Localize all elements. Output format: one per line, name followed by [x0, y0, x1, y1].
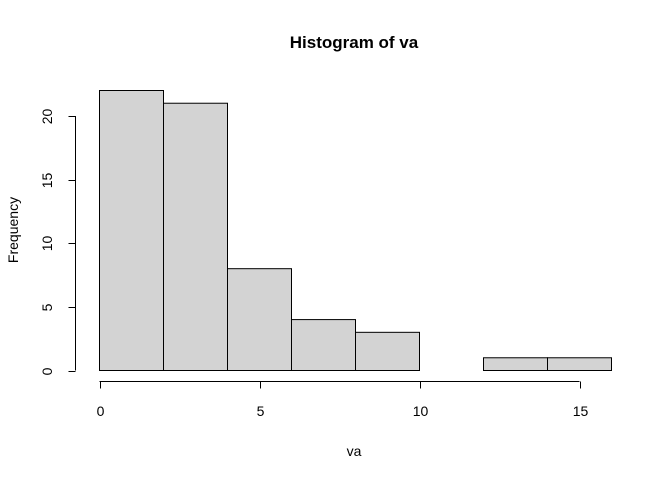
- y-tick-label: 15: [39, 173, 55, 189]
- histogram-bar: [227, 268, 292, 372]
- x-tick-label: 5: [257, 403, 265, 419]
- chart-title: Histogram of va: [290, 33, 419, 52]
- histogram-bar: [163, 102, 228, 372]
- y-axis: 0 5 10 15 20: [39, 109, 76, 375]
- histogram-bar: [291, 319, 356, 372]
- y-tick-label: 20: [39, 109, 55, 125]
- x-axis: 0 5 10 15: [97, 381, 589, 419]
- x-tick-label: 15: [573, 403, 589, 419]
- histogram-bar: [99, 90, 164, 371]
- y-tick-label: 10: [39, 236, 55, 252]
- histogram-bar: [483, 357, 548, 372]
- y-tick-label: 0: [39, 367, 55, 375]
- y-axis-label: Frequency: [5, 197, 21, 263]
- bars-group: [99, 90, 612, 372]
- x-tick-label: 10: [413, 403, 429, 419]
- x-tick-label: 0: [97, 403, 105, 419]
- x-axis-label: va: [347, 443, 362, 459]
- histogram-bar: [355, 331, 420, 371]
- y-tick-label: 5: [39, 303, 55, 311]
- histogram-bar: [547, 357, 612, 372]
